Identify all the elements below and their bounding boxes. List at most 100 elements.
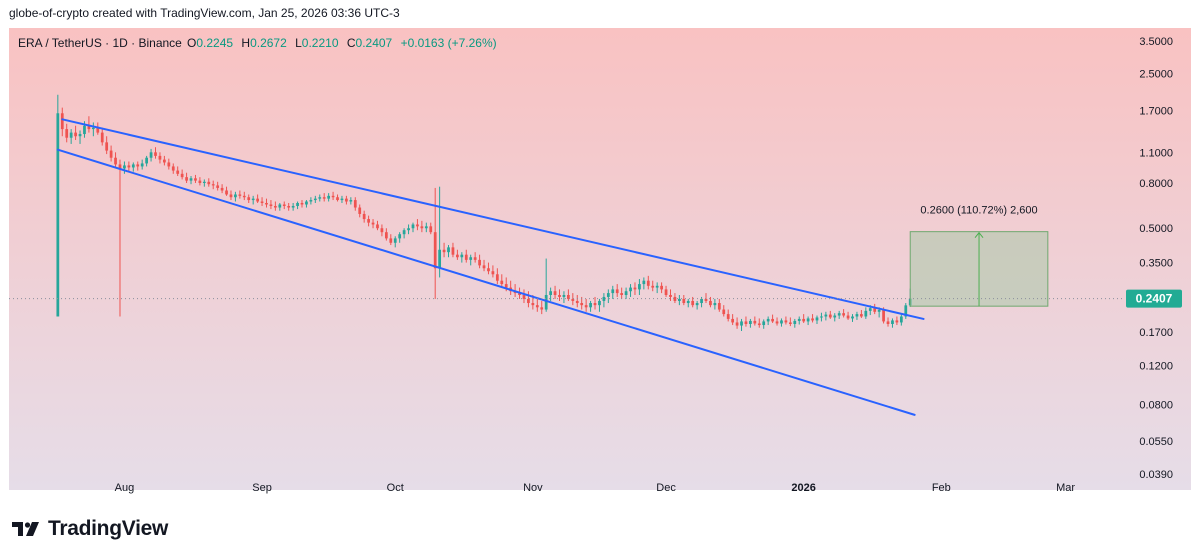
candle	[780, 318, 783, 327]
candle	[180, 169, 184, 180]
candle-body	[265, 202, 268, 205]
candle	[247, 194, 251, 203]
candle	[740, 318, 743, 332]
candle	[256, 194, 259, 203]
candle	[788, 317, 792, 327]
candle	[828, 310, 832, 319]
candle	[709, 296, 712, 308]
candle	[189, 176, 193, 185]
candle-body	[722, 309, 726, 315]
candle-body	[624, 291, 628, 295]
candle	[91, 122, 95, 137]
candle	[802, 314, 806, 323]
candle	[797, 316, 801, 325]
candle-body	[855, 314, 859, 317]
candle-body	[615, 289, 619, 294]
candle-body	[202, 181, 206, 183]
candle-body	[886, 321, 890, 324]
candle	[207, 178, 211, 187]
candle	[744, 316, 748, 327]
candle	[123, 161, 126, 174]
candle-body	[655, 285, 659, 288]
y-tick-label: 1.7000	[1139, 105, 1173, 117]
legend-l-label: L	[295, 36, 302, 50]
candle-body	[60, 113, 64, 130]
legend-symbol: ERA / TetherUS · 1D · Binance	[18, 36, 182, 50]
candle	[185, 172, 188, 183]
candle	[136, 161, 140, 171]
candle-body	[420, 226, 424, 229]
price-chart[interactable]: ERA / TetherUS · 1D · Binance O0.2245 H0…	[0, 0, 1200, 505]
trendline-lower[interactable]	[56, 148, 916, 416]
candle-body	[868, 308, 872, 311]
candle-body	[207, 181, 211, 185]
candle-body	[598, 300, 601, 306]
candle-body	[846, 315, 850, 319]
candle	[154, 147, 157, 159]
candle	[416, 219, 419, 231]
candle-body	[393, 238, 397, 243]
candle	[846, 311, 850, 320]
candle	[251, 195, 255, 205]
y-tick-label: 1.1000	[1139, 147, 1173, 159]
candle-body	[291, 205, 295, 208]
candle	[278, 202, 282, 211]
price-axis[interactable]: 3.5000 2.5000 1.7000 1.1000 0.8000 0.5000 0.35…	[1139, 36, 1173, 481]
candle-body	[544, 294, 548, 310]
candle	[824, 311, 828, 321]
candle	[686, 298, 690, 308]
candle	[731, 314, 735, 326]
candle-body	[704, 298, 708, 301]
candle-body	[158, 155, 162, 160]
candle	[553, 285, 557, 299]
candle-body	[194, 178, 197, 181]
candle	[482, 259, 486, 272]
candle-body	[429, 226, 433, 233]
candle-body	[78, 134, 82, 137]
candle-body	[131, 164, 135, 168]
candle	[273, 201, 277, 211]
y-tick-label: 2.5000	[1139, 68, 1173, 80]
candle	[806, 316, 810, 326]
candle-body	[91, 127, 95, 130]
y-tick-label: 0.1700	[1139, 327, 1173, 339]
candle-body	[535, 305, 539, 308]
candle-body	[726, 314, 730, 319]
candle	[713, 298, 717, 310]
candle	[558, 289, 561, 301]
candle-body	[815, 317, 819, 321]
time-axis[interactable]: Aug Sep Oct Nov Dec 2026 Feb Mar	[115, 482, 1076, 494]
candle-body	[504, 284, 508, 288]
last-price-label: 0.2407	[1126, 289, 1182, 308]
candle-body	[744, 321, 748, 324]
candle	[447, 245, 450, 258]
trendline-upper[interactable]	[61, 118, 925, 320]
candle	[851, 314, 854, 322]
candle	[873, 303, 877, 315]
candle	[899, 314, 903, 326]
candle-body	[464, 254, 468, 260]
candle	[309, 197, 313, 205]
candle-body	[749, 320, 752, 324]
candle-body	[633, 287, 637, 290]
candle-body	[713, 303, 717, 306]
candle-body	[438, 249, 442, 269]
candle-body	[220, 187, 224, 191]
candle-body	[251, 198, 255, 201]
candle	[593, 296, 597, 310]
candle-body	[482, 265, 486, 269]
candle-body	[362, 213, 366, 220]
candle	[376, 220, 379, 231]
candle-body	[664, 289, 668, 295]
candle	[456, 249, 459, 260]
tradingview-logo: TradingView	[12, 517, 168, 541]
candle	[726, 309, 730, 322]
candle-body	[180, 173, 184, 178]
candle	[753, 316, 757, 326]
candle	[615, 284, 619, 297]
candle	[158, 152, 162, 164]
candle-body	[877, 309, 881, 312]
candle	[198, 177, 202, 186]
candle-body	[225, 190, 228, 195]
candle-body	[273, 205, 277, 208]
